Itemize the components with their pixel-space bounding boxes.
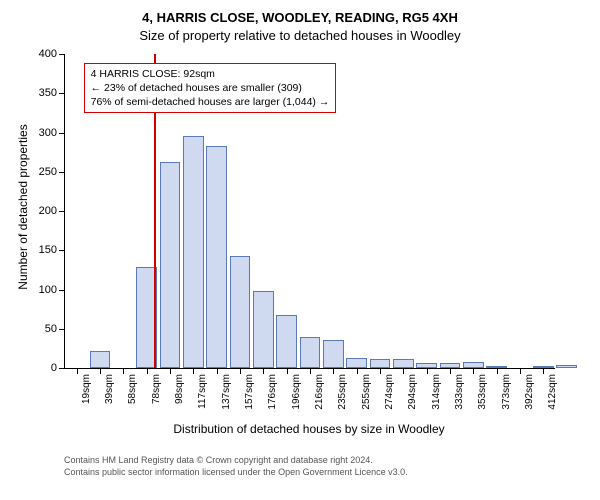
x-tick [497, 368, 498, 374]
page-title-subtitle: Size of property relative to detached ho… [0, 28, 600, 43]
histogram-bar [346, 358, 367, 368]
x-tick-label: 137sqm [221, 374, 232, 410]
histogram-plot: 05010015020025030035040019sqm39sqm58sqm7… [64, 54, 555, 369]
y-tick [59, 250, 65, 251]
x-tick-label: 176sqm [267, 374, 278, 410]
x-tick [543, 368, 544, 374]
y-tick-label: 300 [39, 127, 57, 139]
x-tick [217, 368, 218, 374]
histogram-bar [276, 315, 297, 368]
histogram-bar [393, 359, 414, 368]
histogram-bar [90, 351, 111, 368]
y-axis-label: Number of detached properties [16, 50, 30, 364]
y-tick-label: 350 [39, 87, 57, 99]
y-tick-label: 150 [39, 244, 57, 256]
histogram-bar [206, 146, 227, 368]
x-tick [147, 368, 148, 374]
x-tick-label: 353sqm [477, 374, 488, 410]
annotation-line: ← 23% of detached houses are smaller (30… [91, 81, 330, 95]
x-tick [123, 368, 124, 374]
x-tick-label: 98sqm [174, 374, 185, 404]
y-tick [59, 172, 65, 173]
histogram-bar [416, 363, 437, 368]
histogram-bar [160, 162, 181, 368]
y-tick-label: 400 [39, 48, 57, 60]
y-tick [59, 329, 65, 330]
x-tick [287, 368, 288, 374]
x-tick-label: 19sqm [81, 374, 92, 404]
attribution-line1: Contains HM Land Registry data © Crown c… [64, 454, 408, 466]
x-tick [450, 368, 451, 374]
x-tick-label: 78sqm [151, 374, 162, 404]
histogram-bar [463, 362, 484, 368]
y-tick-label: 50 [45, 323, 57, 335]
x-tick-label: 373sqm [501, 374, 512, 410]
histogram-bar [370, 359, 391, 368]
x-tick [263, 368, 264, 374]
histogram-bar [230, 256, 251, 368]
x-tick [403, 368, 404, 374]
x-tick [310, 368, 311, 374]
x-tick-label: 392sqm [524, 374, 535, 410]
x-tick-label: 255sqm [361, 374, 372, 410]
x-tick [193, 368, 194, 374]
x-tick [77, 368, 78, 374]
histogram-bar [300, 337, 321, 368]
x-tick [170, 368, 171, 374]
x-tick-label: 58sqm [127, 374, 138, 404]
x-tick-label: 294sqm [407, 374, 418, 410]
attribution-text: Contains HM Land Registry data © Crown c… [64, 454, 408, 478]
annotation-line: 76% of semi-detached houses are larger (… [91, 95, 330, 109]
y-tick [59, 368, 65, 369]
x-tick-label: 412sqm [547, 374, 558, 410]
x-tick-label: 235sqm [337, 374, 348, 410]
histogram-bar [533, 366, 554, 368]
x-tick-label: 157sqm [244, 374, 255, 410]
y-tick [59, 54, 65, 55]
x-tick [240, 368, 241, 374]
attribution-line2: Contains public sector information licen… [64, 466, 408, 478]
annotation-line: 4 HARRIS CLOSE: 92sqm [91, 67, 330, 81]
y-tick-label: 200 [39, 205, 57, 217]
x-tick-label: 333sqm [454, 374, 465, 410]
x-tick-label: 216sqm [314, 374, 325, 410]
page-title-address: 4, HARRIS CLOSE, WOODLEY, READING, RG5 4… [0, 10, 600, 25]
x-tick [520, 368, 521, 374]
y-tick-label: 100 [39, 284, 57, 296]
x-tick-label: 314sqm [431, 374, 442, 410]
y-tick-label: 0 [51, 362, 57, 374]
y-tick [59, 211, 65, 212]
x-tick-label: 39sqm [104, 374, 115, 404]
x-tick [473, 368, 474, 374]
histogram-bar [323, 340, 344, 368]
histogram-bar [440, 363, 461, 368]
y-tick [59, 93, 65, 94]
histogram-bar [253, 291, 274, 368]
x-tick-label: 196sqm [291, 374, 302, 410]
histogram-bar [556, 365, 577, 368]
y-tick-label: 250 [39, 166, 57, 178]
histogram-bar [183, 136, 204, 368]
x-tick-label: 117sqm [197, 374, 208, 409]
x-tick [357, 368, 358, 374]
annotation-box: 4 HARRIS CLOSE: 92sqm← 23% of detached h… [84, 63, 337, 114]
x-tick [333, 368, 334, 374]
x-axis-label: Distribution of detached houses by size … [64, 422, 554, 436]
x-tick [427, 368, 428, 374]
x-tick [100, 368, 101, 374]
x-tick-label: 274sqm [384, 374, 395, 410]
y-tick [59, 133, 65, 134]
x-tick [380, 368, 381, 374]
y-tick [59, 290, 65, 291]
histogram-bar [486, 366, 507, 368]
